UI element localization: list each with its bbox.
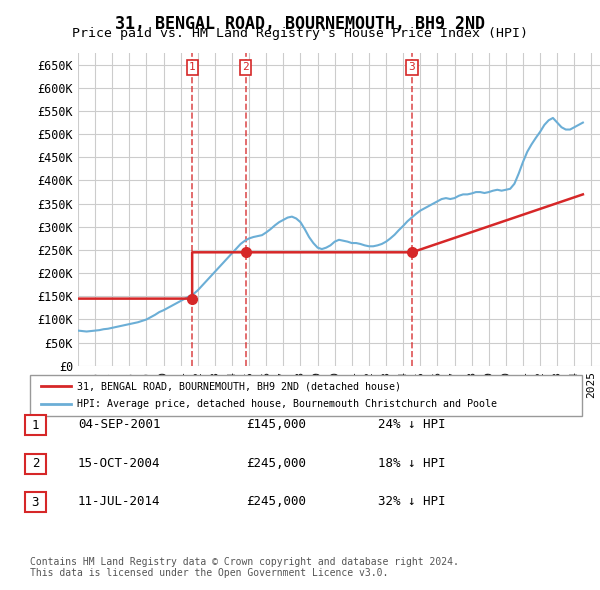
Text: 1: 1 — [189, 63, 196, 73]
FancyBboxPatch shape — [30, 375, 582, 416]
Text: 15-OCT-2004: 15-OCT-2004 — [78, 457, 161, 470]
Text: Price paid vs. HM Land Registry's House Price Index (HPI): Price paid vs. HM Land Registry's House … — [72, 27, 528, 40]
Text: £145,000: £145,000 — [246, 418, 306, 431]
FancyBboxPatch shape — [25, 415, 46, 435]
FancyBboxPatch shape — [25, 492, 46, 512]
Text: 32% ↓ HPI: 32% ↓ HPI — [378, 495, 445, 508]
Text: 18% ↓ HPI: 18% ↓ HPI — [378, 457, 445, 470]
Text: HPI: Average price, detached house, Bournemouth Christchurch and Poole: HPI: Average price, detached house, Bour… — [77, 399, 497, 409]
Text: 2: 2 — [32, 457, 39, 470]
Text: 2: 2 — [242, 63, 249, 73]
Text: 31, BENGAL ROAD, BOURNEMOUTH, BH9 2ND: 31, BENGAL ROAD, BOURNEMOUTH, BH9 2ND — [115, 15, 485, 33]
Text: £245,000: £245,000 — [246, 495, 306, 508]
Text: 3: 3 — [32, 496, 39, 509]
Text: £245,000: £245,000 — [246, 457, 306, 470]
Text: 1: 1 — [32, 419, 39, 432]
Text: 24% ↓ HPI: 24% ↓ HPI — [378, 418, 445, 431]
Text: 31, BENGAL ROAD, BOURNEMOUTH, BH9 2ND (detached house): 31, BENGAL ROAD, BOURNEMOUTH, BH9 2ND (d… — [77, 381, 401, 391]
Text: 3: 3 — [409, 63, 415, 73]
Text: Contains HM Land Registry data © Crown copyright and database right 2024.
This d: Contains HM Land Registry data © Crown c… — [30, 556, 459, 578]
FancyBboxPatch shape — [25, 454, 46, 474]
Text: 11-JUL-2014: 11-JUL-2014 — [78, 495, 161, 508]
Text: 04-SEP-2001: 04-SEP-2001 — [78, 418, 161, 431]
